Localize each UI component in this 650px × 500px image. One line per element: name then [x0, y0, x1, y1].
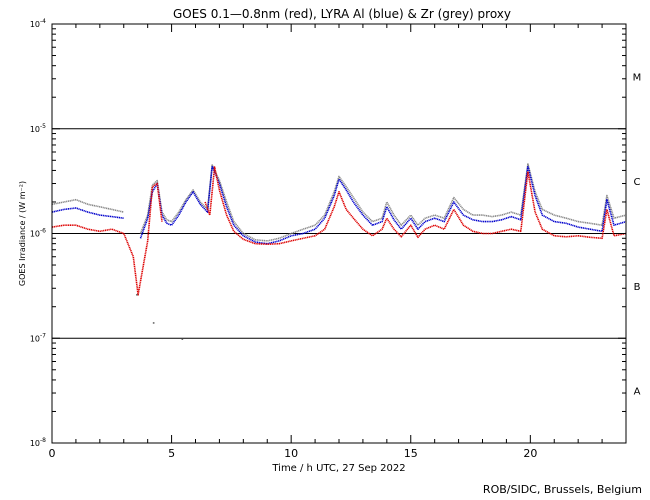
series-line-1-seg-0 — [51, 207, 124, 219]
series-line-2-seg-1 — [204, 166, 627, 245]
x-axis-label: Time / h UTC, 27 Sep 2022 — [271, 463, 405, 474]
y-tick-label: 10-7 — [30, 332, 46, 343]
flare-class-label: A — [634, 387, 641, 398]
isolated-point — [181, 338, 184, 340]
y-tick-label: 10-4 — [30, 18, 46, 29]
x-tick-label: 15 — [404, 447, 418, 460]
chart-title: GOES 0.1—0.8nm (red), LYRA Al (blue) & Z… — [173, 7, 511, 21]
series-line-1-seg-1 — [139, 165, 627, 245]
isolated-point — [136, 293, 138, 296]
series-line-2-seg-0 — [51, 182, 163, 296]
y-tick-label: 10-5 — [30, 123, 46, 134]
flare-class-label: M — [633, 72, 642, 83]
y-tick-label: 10-8 — [30, 437, 46, 448]
flare-class-label: B — [634, 282, 641, 293]
series-line-0-seg-0 — [51, 198, 124, 213]
series-line-0-seg-1 — [139, 163, 627, 242]
flare-class-label: C — [634, 177, 641, 188]
x-tick-label: 5 — [168, 447, 175, 460]
x-tick-label: 0 — [49, 447, 56, 460]
y-tick-label: 10-6 — [30, 228, 46, 239]
x-tick-label: 20 — [523, 447, 537, 460]
credit-text: ROB/SIDC, Brussels, Belgium — [482, 483, 642, 496]
isolated-point — [152, 322, 155, 324]
x-tick-label: 10 — [284, 447, 298, 460]
y-axis-label: GOES Irradiance / (W m⁻²) — [18, 181, 27, 286]
